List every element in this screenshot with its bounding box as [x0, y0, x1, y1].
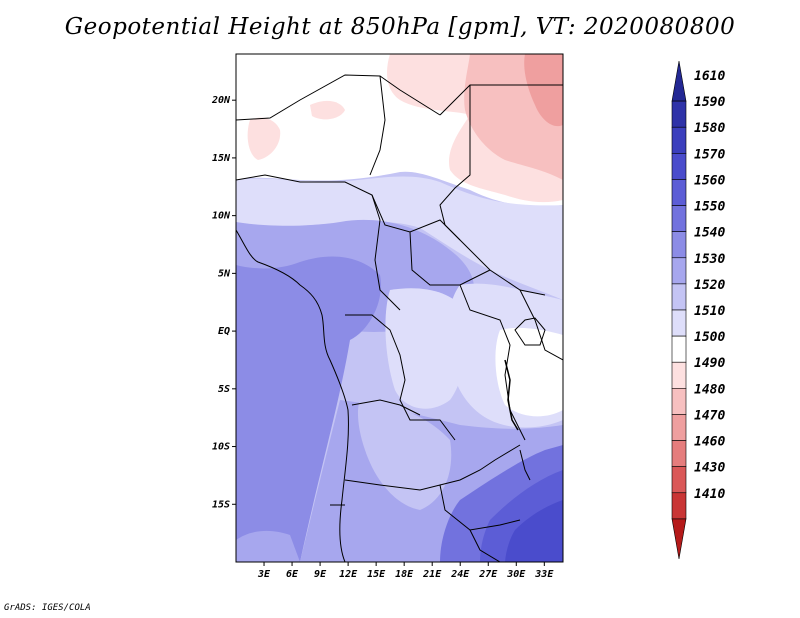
colorbar-level-label: 1570 [694, 147, 725, 162]
lon-tick-label: 21E [422, 569, 442, 580]
colorbar-level-label: 1410 [694, 487, 725, 502]
colorbar-swatch [671, 257, 687, 285]
lon-tick-label: 33E [534, 569, 554, 580]
latitude-axis: 20N 15N 10N 5N EQ 5S 10S 15S [211, 95, 236, 510]
colorbar-level-label: 1460 [694, 435, 725, 450]
colorbar-level-label: 1590 [694, 95, 725, 110]
plot-frame [235, 53, 564, 563]
colorbar-swatch [671, 440, 687, 467]
lon-tick-label: 15E [367, 569, 386, 580]
colorbar-swatch [671, 100, 687, 128]
colorbar-level-label: 1560 [694, 173, 725, 188]
colorbar-level-label: 1480 [694, 382, 725, 397]
longitude-axis: 3E 6E 9E 12E 15E 18E 21E 24E 27E 30E 33E [257, 562, 554, 580]
lon-tick-label: 18E [395, 569, 414, 580]
geopotential-field [236, 54, 563, 562]
colorbar-level-label: 1530 [694, 252, 725, 267]
colorbar-swatch [671, 335, 687, 363]
colorbar-swatch [671, 492, 687, 520]
colorbar-swatch [671, 361, 687, 389]
colorbar-level-label: 1490 [694, 356, 725, 371]
colorbar-level-label: 1580 [694, 121, 725, 136]
colorbar-top-arrow [671, 60, 687, 102]
colorbar-level-label: 1520 [694, 278, 725, 293]
colorbar-level-label: 1430 [694, 461, 725, 476]
colorbar-swatch [671, 283, 687, 311]
colorbar-level-label: 1610 [694, 69, 725, 84]
footer-credit: GrADS: IGES/COLA [4, 603, 91, 613]
map-title: Geopotential Height at 850hPa [gpm], VT:… [64, 14, 736, 40]
lon-tick-label: 12E [339, 569, 358, 580]
lon-tick-label: 9E [314, 569, 327, 580]
lat-tick-label: 15N [212, 153, 231, 164]
colorbar-level-label: 1540 [694, 226, 725, 241]
colorbar-swatch [671, 388, 687, 415]
colorbar-swatch [671, 179, 687, 206]
colorbar-bottom-arrow [671, 518, 687, 560]
colorbar-swatch [671, 466, 687, 494]
lat-tick-label: 15S [212, 499, 230, 510]
lat-tick-label: EQ [218, 326, 230, 337]
colorbar-swatch [671, 309, 687, 337]
lon-tick-label: 3E [257, 569, 271, 580]
country-borders [236, 74, 563, 562]
colorbar-swatch [671, 231, 687, 259]
colorbar-level-label: 1510 [694, 304, 725, 319]
lon-tick-label: 6E [286, 569, 299, 580]
lon-tick-label: 27E [478, 569, 498, 580]
lat-tick-label: 5S [218, 384, 230, 395]
lat-tick-label: 5N [218, 268, 231, 279]
colorbar-swatch [671, 414, 687, 441]
colorbar-level-label: 1550 [694, 200, 725, 215]
lat-tick-label: 20N [211, 95, 231, 106]
colorbar: 1610 1590 1580 1570 1560 1550 1540 1530 1520 1510… [671, 60, 725, 560]
lon-tick-label: 30E [506, 569, 526, 580]
colorbar-swatch [671, 205, 687, 232]
colorbar-level-label: 1470 [694, 408, 725, 423]
lon-tick-label: 24E [450, 569, 470, 580]
lat-tick-label: 10N [212, 211, 231, 222]
lat-tick-label: 10S [212, 442, 230, 453]
colorbar-swatch [671, 126, 687, 154]
colorbar-level-label: 1500 [694, 330, 725, 345]
colorbar-swatch [671, 153, 687, 180]
